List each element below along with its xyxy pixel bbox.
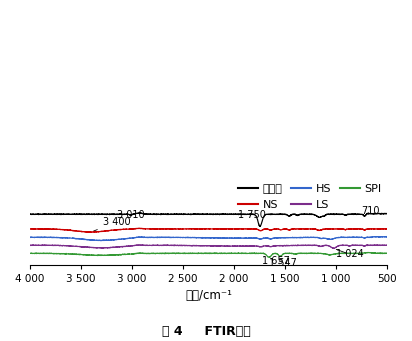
Text: 图 4     FTIR分析: 图 4 FTIR分析 (162, 325, 250, 338)
Text: 710: 710 (362, 206, 380, 216)
Text: 1 657: 1 657 (262, 256, 289, 266)
Text: 3 400: 3 400 (94, 217, 130, 231)
X-axis label: 波数/cm⁻¹: 波数/cm⁻¹ (185, 289, 232, 302)
Text: 1 547: 1 547 (269, 258, 297, 268)
Text: 1 750: 1 750 (239, 210, 266, 226)
Legend: 散装油, NS, HS, LS, SPI: 散装油, NS, HS, LS, SPI (238, 184, 382, 210)
Text: 3 010: 3 010 (117, 210, 145, 220)
Text: 1 024: 1 024 (335, 249, 363, 259)
